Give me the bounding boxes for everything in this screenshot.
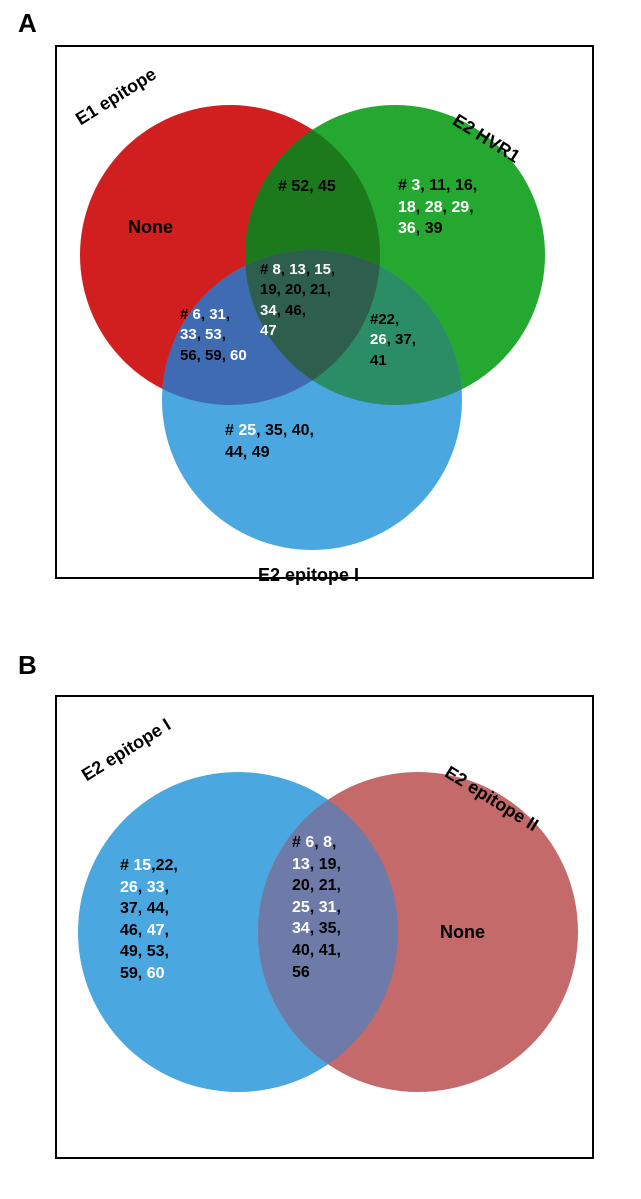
- region-e1-hvr1: # 52, 45: [278, 176, 336, 198]
- region-e1-only: None: [128, 215, 173, 239]
- region-hvr1-ep1: #22,26, 37,41: [370, 310, 416, 371]
- page: A E1 epitope E2 HVR1 E2 epitope I None #…: [0, 0, 641, 1199]
- region-ep1-only-b: # 15,22,26, 33,37, 44,46, 47,49, 53,59, …: [120, 855, 178, 985]
- region-ep1-only-a: # 25, 35, 40,44, 49: [225, 420, 314, 463]
- region-hvr1-only: # 3, 11, 16,18, 28, 29,36, 39: [398, 175, 477, 240]
- region-intersection-b: # 6, 8,13, 19,20, 21,25, 31,34, 35,40, 4…: [292, 832, 341, 983]
- panel-letter-b: B: [18, 650, 37, 681]
- region-ep2-only: None: [440, 920, 485, 944]
- region-e1-ep1: # 6, 31,33, 53,56, 59, 60: [180, 305, 247, 366]
- label-e2-epitope-i-a: E2 epitope I: [258, 565, 359, 586]
- region-center: # 8, 13, 15,19, 20, 21,34, 46,47: [260, 260, 335, 341]
